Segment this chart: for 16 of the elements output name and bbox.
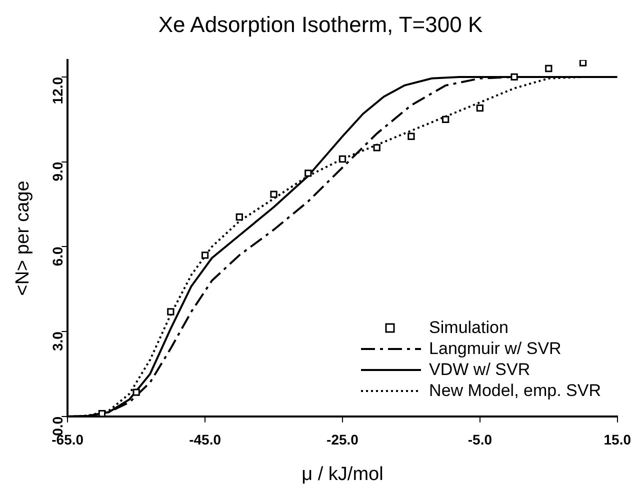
legend-label: New Model, emp. SVR	[429, 380, 601, 400]
x-tick-label: 15.0	[604, 432, 632, 448]
x-tick-label: -25.0	[326, 432, 359, 448]
y-tick-label: 3.0	[49, 331, 66, 352]
legend-label: Simulation	[429, 318, 508, 338]
x-axis-title: μ / kJ/mol	[302, 464, 384, 485]
y-tick-label: 6.0	[49, 246, 66, 266]
chart-title: Xe Adsorption Isotherm, T=300 K	[157, 12, 484, 38]
x-tick-label: -5.0	[468, 432, 492, 448]
x-tick-label: -45.0	[189, 432, 222, 448]
y-axis-title: <N> per cage	[12, 180, 34, 296]
y-tick-label: 0.0	[49, 416, 66, 436]
legend-label: VDW w/ SVR	[429, 360, 530, 380]
y-tick-label: 12.0	[49, 76, 66, 104]
y-tick-label: 9.0	[49, 162, 66, 182]
legend-label: Langmuir w/ SVR	[429, 338, 562, 358]
